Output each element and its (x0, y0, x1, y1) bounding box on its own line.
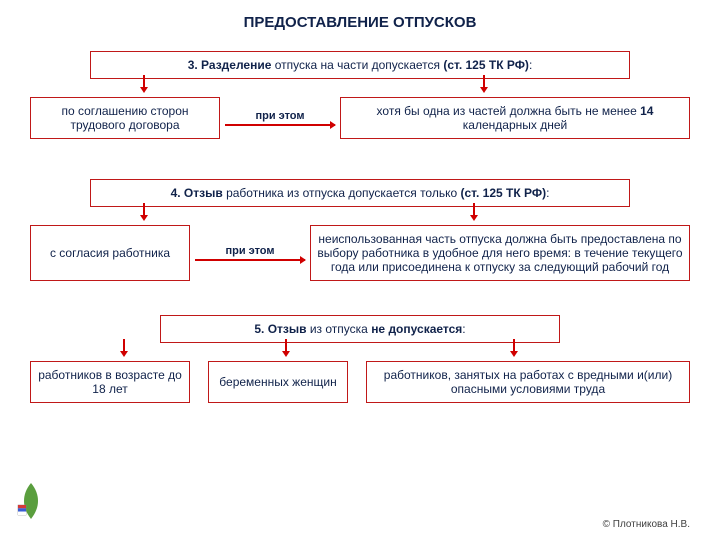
s5-box-3: работников, занятых на работах с вредным… (366, 361, 690, 403)
arrow-down-icon (510, 339, 518, 357)
s3-hm: отпуска на части допускается (275, 58, 444, 72)
s3-right-box: хотя бы одна из частей должна быть не ме… (340, 97, 690, 139)
connector: при этом (220, 97, 340, 139)
arrow-down-icon (140, 75, 148, 93)
section-4: 4. Отзыв работника из отпуска допускаетс… (30, 179, 690, 281)
arrow-down-icon (470, 203, 478, 221)
s4-right-box: неиспользованная часть отпуска должна бы… (310, 225, 690, 281)
arrow-down-icon (480, 75, 488, 93)
s5-box-2: беременных женщин (208, 361, 348, 403)
page-title: ПРЕДОСТАВЛЕНИЕ ОТПУСКОВ (30, 14, 690, 31)
s3-hp: 3. Разделение (188, 58, 275, 72)
s5-hs: не допускается (371, 322, 462, 336)
arrow-down-icon (140, 203, 148, 221)
section-3: 3. Разделение отпуска на части допускает… (30, 51, 690, 139)
arrow-down-icon (120, 339, 128, 357)
section-5: 5. Отзыв из отпуска не допускается: рабо… (30, 315, 690, 403)
s5-colon: : (462, 322, 465, 336)
s4-hp: 4. Отзыв (171, 186, 226, 200)
s5-box3-text: работников, занятых на работах с вредным… (373, 368, 683, 396)
s4-hs: (ст. 125 ТК РФ) (460, 186, 546, 200)
arrow-right-icon (225, 124, 335, 126)
connector-label: при этом (225, 245, 274, 257)
arrow-down-icon (282, 339, 290, 357)
section-3-row: по соглашению сторон трудового договора … (30, 97, 690, 139)
section-3-header: 3. Разделение отпуска на части допускает… (90, 51, 630, 79)
connector-label: при этом (255, 110, 304, 122)
logo-icon (14, 481, 48, 526)
s3-left-text: по соглашению сторон трудового договора (37, 104, 213, 132)
s5-box1-text: работников в возрасте до 18 лет (37, 368, 183, 396)
arrow-right-icon (195, 259, 305, 261)
s3-right-text: хотя бы одна из частей должна быть не ме… (347, 104, 683, 132)
s4-hm: работника из отпуска допускается только (226, 186, 460, 200)
section-5-row: работников в возрасте до 18 лет беременн… (30, 361, 690, 403)
s4-colon: : (546, 186, 549, 200)
s4-left-box: с согласия работника (30, 225, 190, 281)
s5-box-1: работников в возрасте до 18 лет (30, 361, 190, 403)
section-5-header: 5. Отзыв из отпуска не допускается: (160, 315, 560, 343)
attribution: © Плотникова Н.В. (603, 519, 690, 530)
s3-hs: (ст. 125 ТК РФ) (443, 58, 529, 72)
s5-hm: из отпуска (310, 322, 371, 336)
s5-hp: 5. Отзыв (254, 322, 309, 336)
s4-left-text: с согласия работника (50, 246, 170, 260)
s4-right-text: неиспользованная часть отпуска должна бы… (317, 232, 683, 274)
s3-left-box: по соглашению сторон трудового договора (30, 97, 220, 139)
connector: при этом (190, 225, 310, 281)
s3-colon: : (529, 58, 532, 72)
section-4-header: 4. Отзыв работника из отпуска допускаетс… (90, 179, 630, 207)
section-4-row: с согласия работника при этом неиспользо… (30, 225, 690, 281)
s5-box2-text: беременных женщин (219, 375, 336, 389)
